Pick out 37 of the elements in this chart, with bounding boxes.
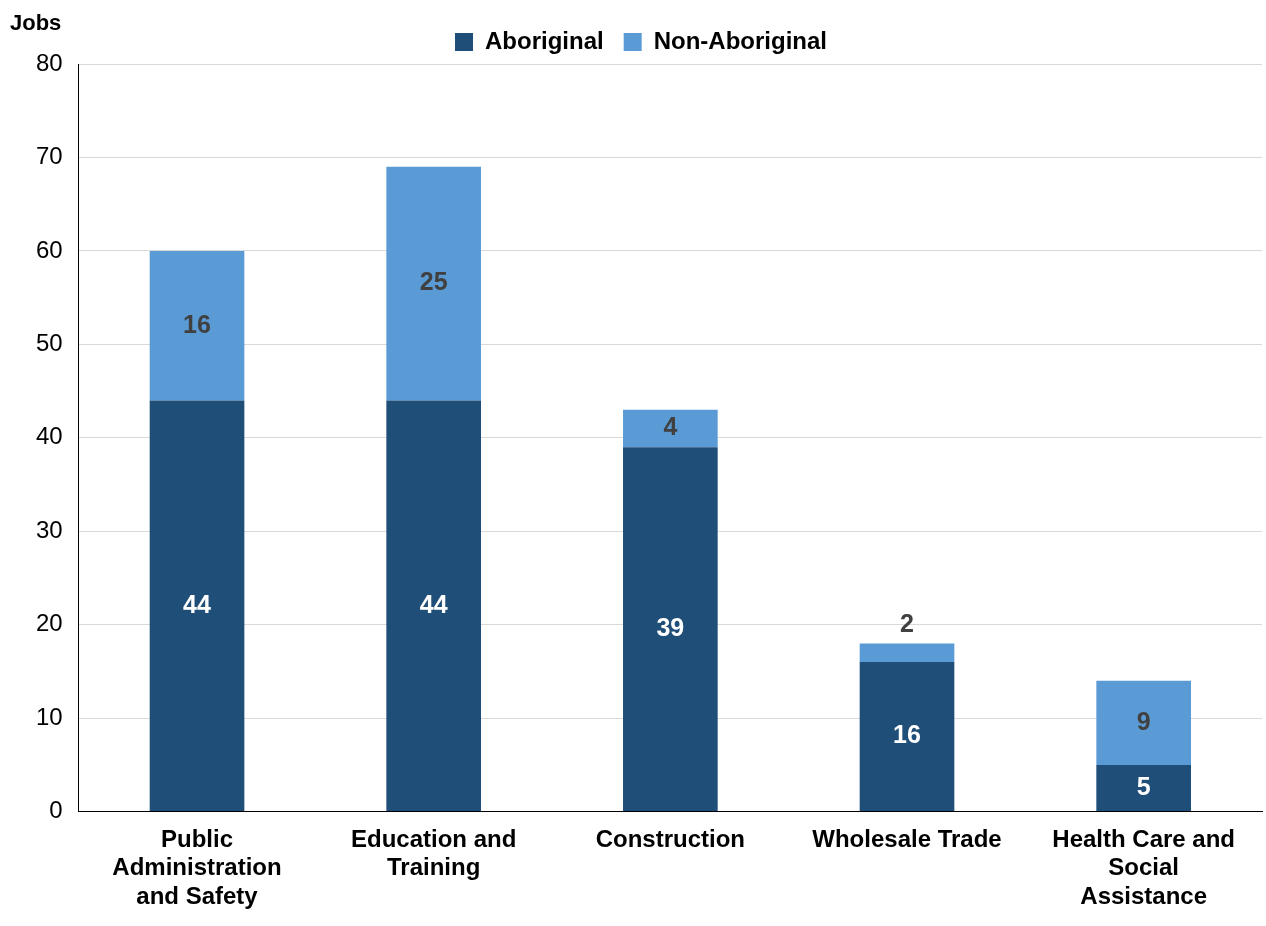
bar xyxy=(859,662,955,812)
x-tick-label: Public Administration and Safety xyxy=(112,824,282,910)
x-tick-label: Wholesale Trade xyxy=(812,824,1002,852)
data-label: 16 xyxy=(893,720,921,749)
data-label: 44 xyxy=(419,589,448,618)
y-tick-label: 70 xyxy=(35,142,63,170)
bar xyxy=(623,409,718,448)
bar xyxy=(859,643,955,663)
x-tick-label: Education and Training xyxy=(351,824,517,881)
y-tick-label: 10 xyxy=(35,702,63,730)
bar xyxy=(1096,680,1191,765)
bar xyxy=(149,400,245,812)
y-tick-label: 50 xyxy=(35,328,63,356)
y-tick-label: 40 xyxy=(35,422,63,450)
x-tick-label: Health Care and Social Assistance xyxy=(1052,824,1236,910)
legend-label: Non-Aboriginal xyxy=(653,26,827,54)
bar xyxy=(149,250,245,401)
bar xyxy=(386,400,482,812)
bar xyxy=(386,166,482,401)
data-label: 4 xyxy=(663,412,678,441)
y-tick-label: 20 xyxy=(35,609,63,637)
x-tick-label: Construction xyxy=(595,824,746,852)
data-label: 5 xyxy=(1136,771,1151,800)
y-tick-label: 60 xyxy=(35,235,63,263)
legend-label: Aboriginal xyxy=(485,26,604,54)
data-label: 9 xyxy=(1136,706,1151,735)
data-label: 25 xyxy=(419,267,448,296)
data-label: 16 xyxy=(183,309,211,338)
data-label: 39 xyxy=(656,613,685,642)
y-axis-title: Jobs xyxy=(10,10,62,36)
y-tick-label: 0 xyxy=(49,796,63,824)
bar xyxy=(623,447,718,812)
data-label: 44 xyxy=(183,589,212,618)
y-tick-label: 80 xyxy=(35,48,63,76)
y-tick-label: 30 xyxy=(35,515,63,543)
bar xyxy=(1096,764,1191,812)
data-label: 2 xyxy=(900,609,914,638)
